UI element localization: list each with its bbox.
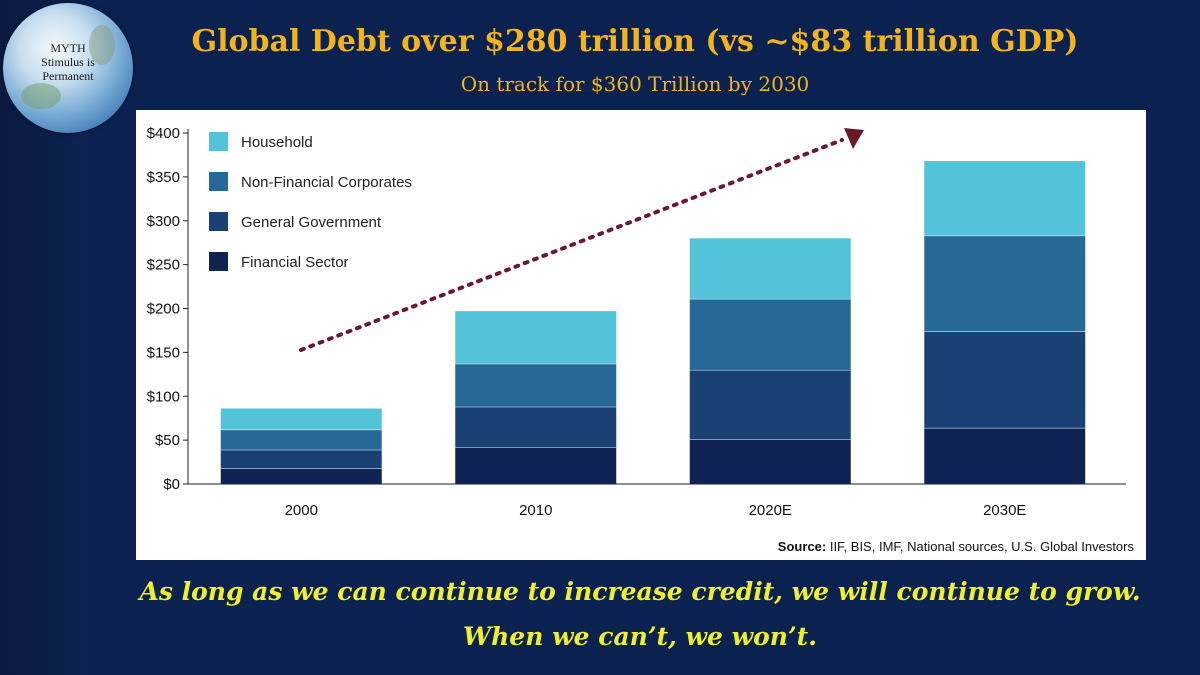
myth-globe-badge: MYTH Stimulus is Permanent (3, 3, 133, 133)
legend-swatch (209, 172, 228, 191)
y-tick-label: $0 (163, 476, 180, 493)
bar-segment-financial-sector (220, 468, 382, 484)
legend-label: Non-Financial Corporates (241, 174, 412, 191)
trend-arrow-head (844, 128, 864, 149)
bar-segment-non-financial-corporates (689, 298, 851, 370)
legend-swatch (209, 132, 228, 151)
legend-swatch (209, 212, 228, 231)
y-tick-label: $50 (155, 432, 180, 449)
y-tick-label: $250 (147, 257, 180, 274)
bar-segment-non-financial-corporates (455, 363, 617, 407)
x-category-label: 2020E (749, 502, 792, 519)
source-label: Source: (777, 539, 827, 554)
bar-segment-household (924, 161, 1086, 236)
bar-segment-non-financial-corporates (924, 235, 1086, 332)
source-text: IIF, BIS, IMF, National sources, U.S. Gl… (829, 539, 1134, 554)
y-tick-label: $150 (147, 344, 180, 361)
bar-segment-household (689, 238, 851, 299)
globe-land-shape (89, 25, 115, 65)
bar-segment-financial-sector (924, 427, 1086, 484)
bar-segment-general-government (689, 369, 851, 440)
badge-line: Stimulus is (41, 55, 95, 69)
legend-label: Household (241, 134, 313, 151)
chart-panel: $0 $50 $100 $150 $200 $250 $300 $350 $400 2000 201… (136, 110, 1146, 560)
x-category-label: 2000 (285, 502, 318, 519)
y-tick-label: $100 (147, 388, 180, 405)
bar-segment-general-government (220, 449, 382, 469)
slide-title: Global Debt over $280 trillion (vs ~$83 … (191, 24, 1079, 59)
globe-land-shape (21, 83, 61, 109)
bar-segment-non-financial-corporates (220, 429, 382, 450)
trend-arrow-line (299, 138, 844, 352)
bar-segment-general-government (924, 331, 1086, 428)
bar-segment-household (455, 311, 617, 364)
stacked-bar-chart: $0 $50 $100 $150 $200 $250 $300 $350 $400 2000 201… (147, 125, 1126, 519)
y-tick-label: $200 (147, 301, 180, 318)
x-category-label: 2010 (519, 502, 552, 519)
y-tick-label: $400 (147, 125, 180, 142)
y-tick-label: $350 (147, 169, 180, 186)
bar-segment-financial-sector (689, 439, 851, 484)
y-tick-label: $300 (147, 213, 180, 230)
bar-segment-household (220, 408, 382, 430)
source-note: Source: IIF, BIS, IMF, National sources,… (778, 539, 1134, 554)
quote-line-1: As long as we can continue to increase c… (139, 577, 1141, 606)
x-category-label: 2030E (983, 502, 1026, 519)
badge-text: MYTH Stimulus is Permanent (3, 41, 133, 83)
bar-segment-financial-sector (455, 447, 617, 484)
quote-line-2: When we can’t, we won’t. (463, 622, 817, 651)
legend-label: Financial Sector (241, 254, 349, 271)
bar-segment-general-government (455, 406, 617, 448)
slide-subtitle: On track for $360 Trillion by 2030 (460, 72, 810, 96)
badge-line: MYTH (50, 41, 86, 55)
legend-label: General Government (241, 214, 382, 231)
badge-line: Permanent (42, 69, 94, 83)
legend-swatch (209, 252, 228, 271)
